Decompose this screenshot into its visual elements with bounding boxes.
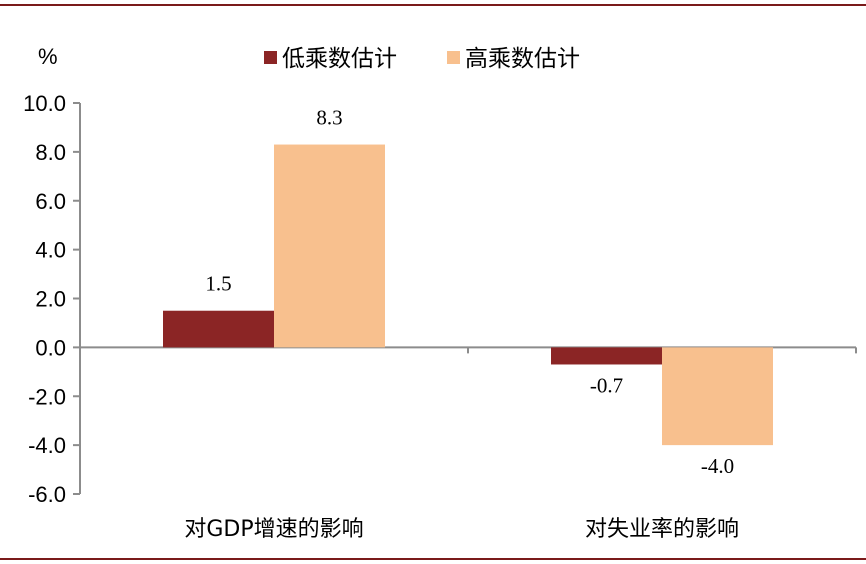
y-tick-label: 4.0 — [35, 238, 66, 263]
legend: 低乘数估计 高乘数估计 — [264, 46, 580, 72]
top-rule — [0, 4, 866, 6]
y-tick-label: 10.0 — [23, 91, 66, 116]
legend-swatch — [264, 51, 277, 64]
bar — [551, 347, 662, 365]
y-tick-label: 2.0 — [35, 287, 66, 312]
bar — [662, 347, 773, 446]
legend-label: 高乘数估计 — [465, 46, 580, 72]
data-label: -4.0 — [701, 454, 734, 478]
y-unit-label: % — [38, 44, 58, 69]
y-tick-label: 0.0 — [35, 335, 66, 360]
data-label: 8.3 — [316, 106, 342, 130]
y-tick-label: -4.0 — [28, 433, 66, 458]
axes: 10.0 8.0 6.0 4.0 2.0 0.0 -2.0 -4.0 -6.0 对GDP增速的影响… — [23, 91, 857, 542]
legend-swatch — [447, 51, 460, 64]
data-labels: 1.5 8.3 -0.7 -4.0 — [205, 106, 734, 479]
category-label: 对GDP增速的影响 — [184, 517, 363, 542]
bar — [163, 310, 274, 348]
bar — [274, 144, 385, 348]
bars — [163, 144, 773, 446]
bottom-rule — [0, 558, 866, 560]
y-tick-label: -6.0 — [28, 482, 66, 507]
legend-label: 低乘数估计 — [282, 46, 397, 72]
y-tick-label: 6.0 — [35, 189, 66, 214]
data-label: -0.7 — [590, 373, 623, 397]
category-label: 对失业率的影响 — [585, 517, 739, 542]
y-tick-label: -2.0 — [28, 384, 66, 409]
data-label: 1.5 — [205, 272, 231, 296]
y-tick-label: 8.0 — [35, 140, 66, 165]
